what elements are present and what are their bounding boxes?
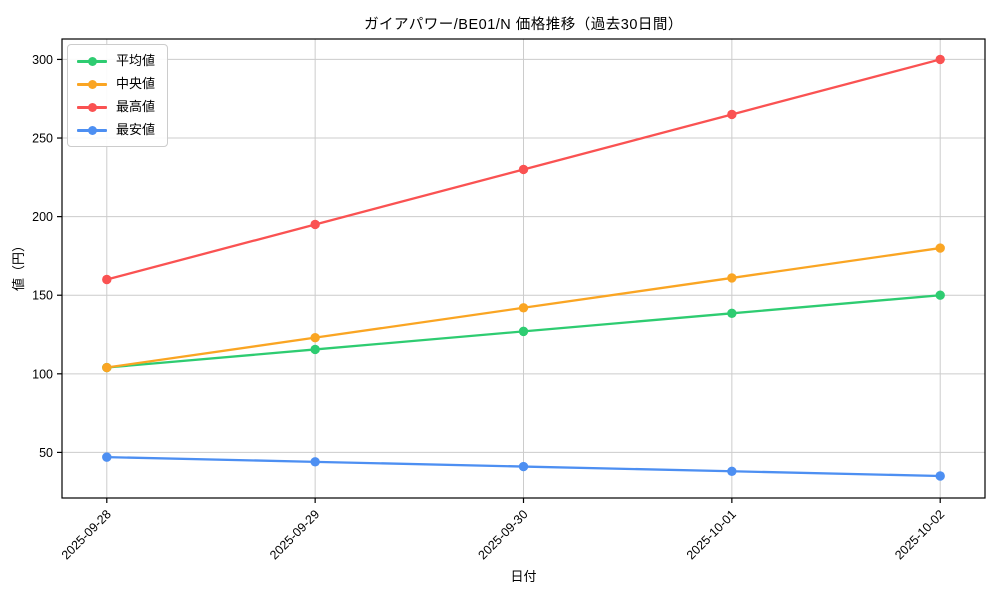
y-tick-label: 200 [32, 210, 53, 224]
data-point [935, 54, 945, 65]
x-tick-label: 2025-10-02 [892, 507, 947, 562]
x-tick-label: 2025-09-28 [59, 507, 114, 562]
series-中央値 [102, 243, 945, 373]
legend-label: 最高値 [116, 99, 156, 114]
legend-item-最高値: 最高値 [77, 97, 155, 117]
y-tick-label: 100 [32, 367, 53, 381]
legend: 平均値中央値最高値最安値 [67, 44, 169, 147]
y-tick-label: 300 [32, 53, 53, 67]
legend-label: 中央値 [116, 76, 156, 91]
data-point [102, 362, 112, 373]
data-point [310, 219, 320, 230]
data-point [727, 273, 737, 283]
data-point [310, 332, 320, 343]
data-point [727, 308, 737, 318]
legend-item-中央値: 中央値 [77, 74, 155, 94]
legend-item-最安値: 最安値 [77, 120, 155, 140]
legend-line-marker-icon [77, 78, 107, 90]
x-tick-label: 2025-09-30 [476, 507, 531, 562]
y-tick-label: 50 [39, 446, 53, 460]
data-point [518, 303, 529, 313]
x-tick-label: 2025-10-01 [684, 507, 739, 562]
data-point [102, 452, 112, 462]
legend-line-marker-icon [77, 124, 107, 136]
data-point [935, 471, 945, 481]
data-point [935, 243, 945, 253]
data-point [518, 326, 529, 337]
series-最安値 [102, 452, 945, 481]
legend-line-marker-icon [77, 55, 107, 67]
series-最高値 [102, 54, 945, 285]
data-point [727, 109, 737, 120]
legend-item-平均値: 平均値 [77, 51, 155, 71]
y-axis-label: 値（円） [11, 239, 26, 292]
data-point [102, 274, 112, 285]
legend-line-marker-icon [77, 101, 107, 113]
legend-label: 最安値 [116, 122, 156, 137]
data-point [518, 461, 529, 472]
x-tick-label: 2025-09-29 [267, 507, 322, 562]
data-point [518, 164, 529, 175]
x-axis-label: 日付 [510, 569, 537, 584]
legend-label: 平均値 [116, 53, 156, 68]
data-point [310, 457, 320, 467]
data-point [935, 290, 945, 300]
chart-title: ガイアパワー/BE01/N 価格推移（過去30日間） [364, 17, 683, 33]
y-tick-label: 250 [32, 132, 53, 146]
data-point [310, 344, 320, 355]
y-tick-label: 150 [32, 289, 53, 303]
data-point [727, 466, 737, 476]
